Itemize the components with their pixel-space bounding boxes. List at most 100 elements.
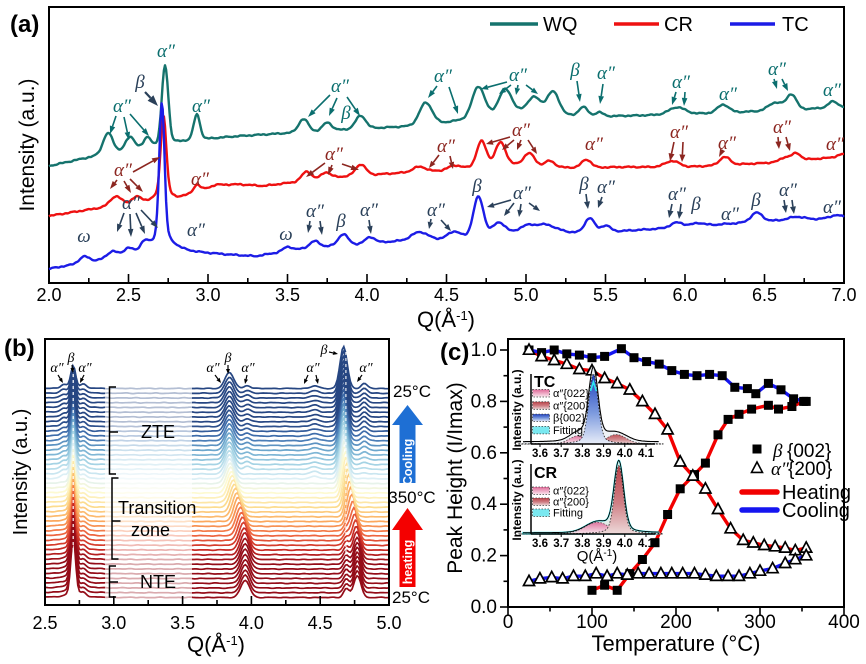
svg-text:α″: α″ [512, 120, 531, 141]
svg-text:α″: α″ [157, 41, 176, 62]
svg-text:3.0: 3.0 [101, 613, 126, 633]
svg-text:0.2: 0.2 [471, 546, 497, 567]
svg-text:β: β [471, 176, 482, 197]
svg-text:α″: α″ [773, 117, 792, 138]
svg-text:β: β [335, 211, 346, 232]
svg-text:5.5: 5.5 [593, 285, 618, 305]
svg-text:5.0: 5.0 [513, 285, 538, 305]
svg-text:CR: CR [534, 465, 558, 482]
svg-text:α″: α″ [597, 177, 616, 198]
svg-text:4.1: 4.1 [638, 448, 655, 460]
svg-text:α″: α″ [768, 59, 787, 80]
svg-text:α″: α″ [331, 76, 350, 97]
svg-text:α″: α″ [509, 65, 528, 86]
svg-text:zone: zone [131, 520, 170, 540]
svg-text:Temperature (°C): Temperature (°C) [592, 631, 761, 656]
svg-text:α″: α″ [434, 66, 453, 87]
svg-text:3.7: 3.7 [553, 448, 569, 460]
svg-text:β{002}: β{002} [553, 413, 585, 425]
svg-text:3.6: 3.6 [532, 448, 548, 460]
svg-text:α″: α″ [122, 193, 141, 214]
svg-text:{002}: {002} [787, 441, 831, 462]
svg-text:25°C: 25°C [392, 588, 430, 607]
svg-text:ω: ω [77, 226, 90, 247]
svg-text:ω: ω [279, 224, 292, 245]
svg-text:β: β [690, 194, 701, 215]
svg-text:α″: α″ [241, 361, 254, 376]
svg-text:α″{200}: α″{200} [553, 497, 589, 509]
svg-text:{200}: {200} [788, 459, 832, 480]
svg-text:200: 200 [660, 612, 692, 633]
svg-text:4.0: 4.0 [354, 285, 379, 305]
svg-text:4.0: 4.0 [239, 613, 264, 633]
svg-text:α″{200}: α″{200} [553, 400, 589, 412]
svg-text:6.0: 6.0 [672, 285, 697, 305]
svg-text:400: 400 [828, 612, 860, 633]
svg-text:Cooling: Cooling [401, 439, 415, 486]
svg-text:3.5: 3.5 [275, 285, 300, 305]
svg-text:β: β [578, 174, 589, 195]
svg-text:α″: α″ [113, 96, 132, 117]
svg-text:(a): (a) [10, 11, 39, 38]
svg-text:NTE: NTE [140, 572, 176, 592]
svg-text:3.9: 3.9 [596, 538, 612, 550]
svg-text:β: β [67, 351, 75, 366]
svg-text:Intensity (a.u.): Intensity (a.u.) [10, 409, 32, 536]
svg-text:6.5: 6.5 [752, 285, 777, 305]
svg-text:2.0: 2.0 [36, 285, 61, 305]
svg-text:0.4: 0.4 [471, 494, 498, 515]
svg-text:TC: TC [534, 374, 556, 391]
svg-text:0.6: 0.6 [471, 443, 497, 464]
svg-text:CR: CR [664, 14, 693, 36]
svg-text:4.0: 4.0 [617, 448, 633, 460]
svg-text:α″: α″ [721, 204, 740, 225]
svg-text:3.6: 3.6 [532, 538, 548, 550]
svg-text:α″: α″ [597, 63, 616, 84]
svg-text:β: β [320, 343, 328, 358]
svg-text:0.0: 0.0 [471, 597, 497, 618]
svg-text:β: β [134, 72, 145, 93]
svg-text:α″: α″ [360, 200, 379, 221]
svg-text:350°C: 350°C [388, 488, 435, 507]
svg-text:α″: α″ [670, 122, 689, 143]
svg-text:3.5: 3.5 [170, 613, 195, 633]
svg-text:3.7: 3.7 [553, 538, 569, 550]
svg-text:WQ: WQ [543, 14, 577, 36]
svg-text:α″: α″ [427, 200, 446, 221]
svg-text:β: β [340, 103, 351, 124]
svg-text:3.0: 3.0 [195, 285, 220, 305]
svg-text:β: β [772, 441, 783, 462]
svg-text:α″: α″ [826, 134, 845, 155]
svg-text:β: β [569, 60, 580, 81]
svg-text:300: 300 [744, 612, 776, 633]
svg-text:β: β [750, 190, 761, 211]
svg-text:(c): (c) [440, 339, 469, 366]
svg-text:Fitting: Fitting [553, 508, 583, 520]
svg-text:Intensity (a.u.): Intensity (a.u.) [510, 459, 524, 540]
svg-text:4.0: 4.0 [617, 538, 633, 550]
svg-text:0.8: 0.8 [471, 391, 497, 412]
svg-text:α″: α″ [779, 180, 798, 201]
svg-text:α″: α″ [50, 361, 63, 376]
svg-text:α″: α″ [771, 459, 790, 480]
svg-text:(b): (b) [4, 335, 35, 362]
svg-text:Peak Height (I/Imax): Peak Height (I/Imax) [444, 382, 467, 573]
svg-text:5.0: 5.0 [376, 613, 401, 633]
svg-text:Heating: Heating [782, 482, 851, 504]
svg-text:0: 0 [503, 612, 514, 633]
svg-text:4.1: 4.1 [638, 538, 655, 550]
svg-text:α″: α″ [114, 160, 133, 181]
svg-text:Transition: Transition [118, 498, 196, 518]
svg-text:α″: α″ [206, 361, 219, 376]
svg-text:4.5: 4.5 [434, 285, 459, 305]
svg-text:α″: α″ [823, 80, 842, 101]
svg-text:α″: α″ [718, 133, 737, 154]
svg-text:α″: α″ [78, 361, 91, 376]
svg-text:1.0: 1.0 [471, 340, 497, 361]
svg-text:Intensity (a.u.): Intensity (a.u.) [16, 78, 39, 211]
svg-text:2.5: 2.5 [32, 613, 57, 633]
svg-text:α″{022}: α″{022} [553, 388, 589, 400]
svg-text:3.8: 3.8 [574, 538, 591, 550]
svg-text:α″: α″ [191, 169, 210, 190]
svg-text:100: 100 [576, 612, 608, 633]
